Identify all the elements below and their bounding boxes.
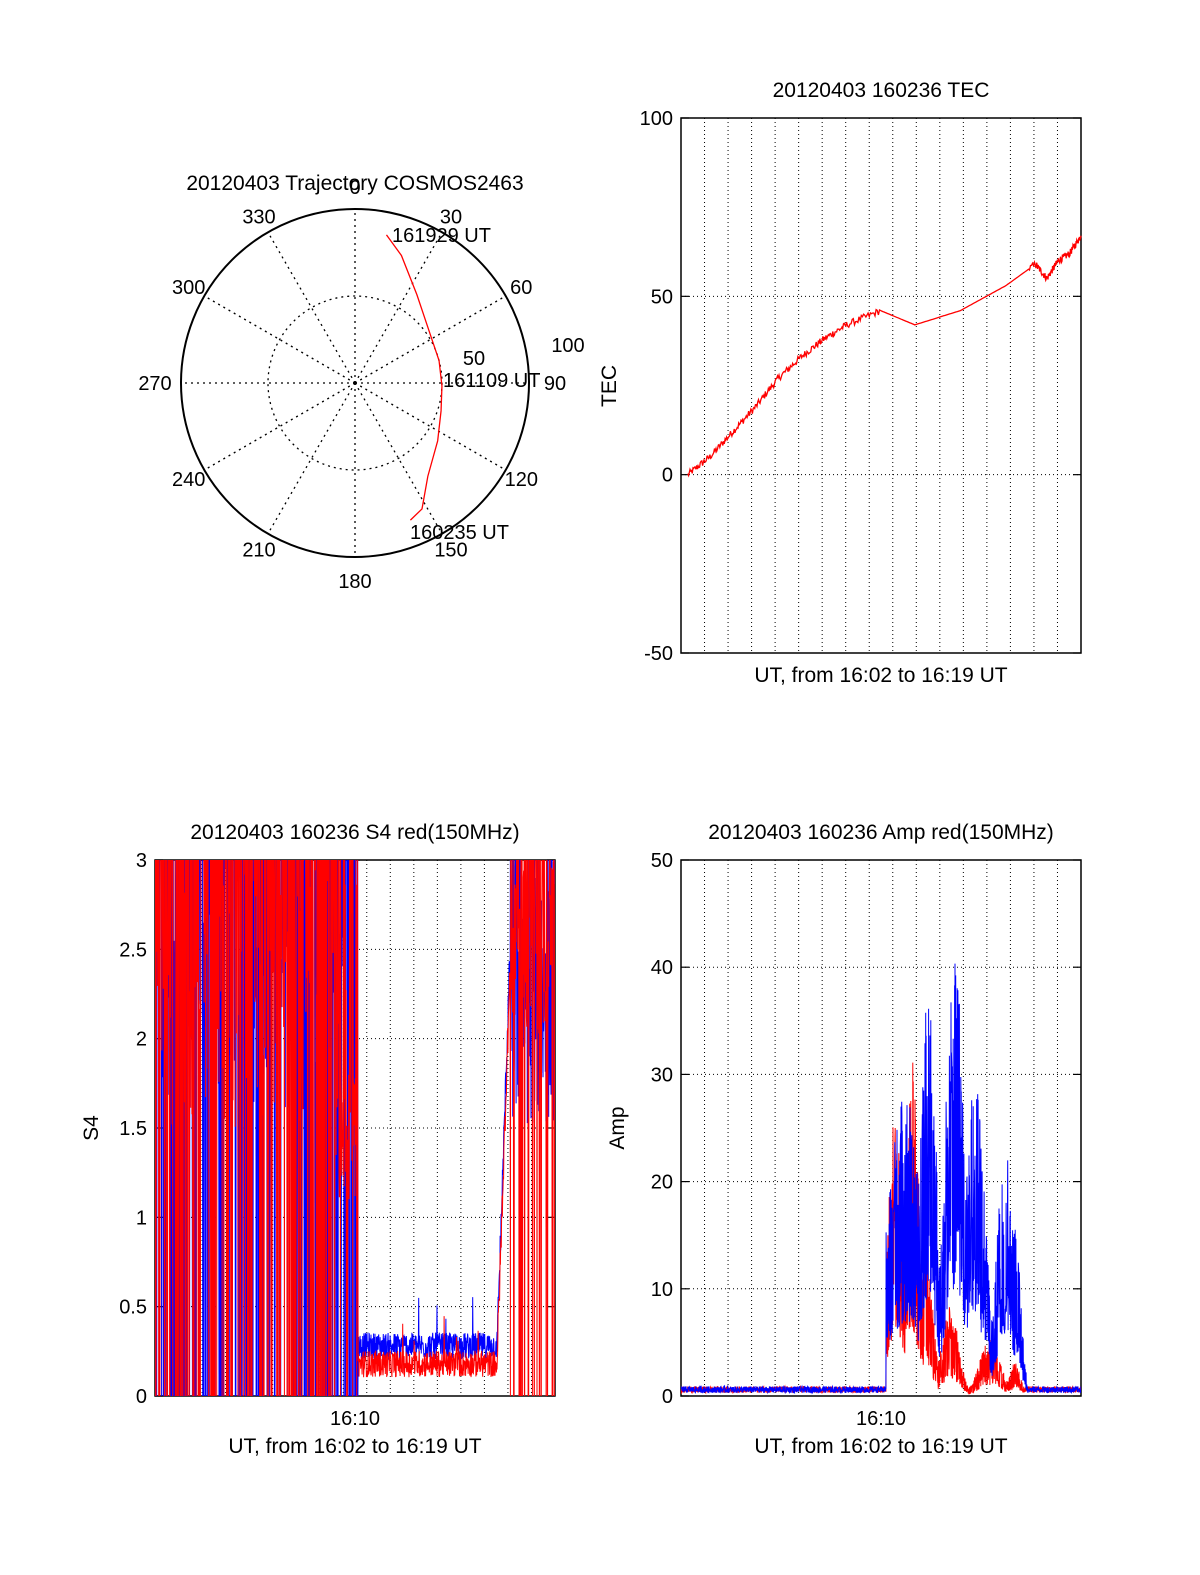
- amp-chart: 20120403 160236 Amp red(150MHz) 0 10 20 30 40…: [606, 821, 1082, 1458]
- y-tick-label: 1.5: [119, 1118, 147, 1140]
- y-tick-label: 0.5: [119, 1297, 147, 1319]
- s4-x-tick-label: 16:10: [330, 1408, 380, 1430]
- s4-series-group: [155, 860, 555, 1396]
- y-tick-label: 2.5: [119, 939, 147, 961]
- s4-xlabel: UT, from 16:02 to 16:19 UT: [228, 1435, 481, 1458]
- polar-angle-label: 270: [138, 373, 171, 395]
- polar-angle-label: 150: [434, 539, 467, 561]
- polar-radial-label: 50: [463, 348, 485, 370]
- polar-title: 20120403 Trajectory COSMOS2463: [186, 172, 523, 195]
- polar-spoke: [354, 382, 443, 535]
- s4-red-series-line: [155, 860, 555, 1396]
- y-tick-label: -50: [644, 643, 673, 665]
- s4-ylabel: S4: [80, 1115, 103, 1141]
- y-tick-label: 20: [651, 1172, 673, 1194]
- y-tick-label: 0: [136, 1386, 147, 1408]
- polar-angle-label: 300: [172, 277, 205, 299]
- polar-spoke: [354, 382, 507, 471]
- polar-annotation: 161929 UT: [392, 225, 491, 247]
- polar-radial-label: 100: [551, 335, 584, 357]
- polar-spoke: [203, 382, 356, 471]
- polar-spoke: [267, 382, 356, 535]
- amp-x-tick-label: 16:10: [856, 1408, 906, 1430]
- s4-chart: 20120403 160236 S4 red(150MHz) 0 0.5 1 1.5 2 2…: [80, 821, 556, 1458]
- amp-blue-series-line: [681, 963, 1081, 1395]
- polar-angle-label: 120: [505, 469, 538, 491]
- s4-title: 20120403 160236 S4 red(150MHz): [190, 821, 519, 844]
- polar-spoke: [203, 295, 356, 384]
- y-tick-label: 40: [651, 957, 673, 979]
- tec-title: 20120403 160236 TEC: [773, 79, 990, 102]
- polar-angle-label: 180: [338, 571, 371, 593]
- polar-angle-label: 240: [172, 469, 205, 491]
- polar-spoke: [354, 231, 443, 384]
- amp-title: 20120403 160236 Amp red(150MHz): [708, 821, 1054, 844]
- polar-angle-label: 90: [544, 373, 566, 395]
- tec-chart: 20120403 160236 TEC -50 0 50 100 UT, from 16:…: [598, 79, 1082, 687]
- plot-frame: [680, 117, 1082, 654]
- polar-spoke: [354, 295, 507, 384]
- y-tick-label: 100: [640, 108, 673, 130]
- tec-xlabel: UT, from 16:02 to 16:19 UT: [754, 664, 1007, 687]
- y-tick-label: 50: [651, 850, 673, 872]
- tec-series-line: [687, 235, 1082, 478]
- polar-angle-label: 30: [440, 207, 462, 229]
- polar-outer-ring: [180, 208, 530, 558]
- amp-xlabel: UT, from 16:02 to 16:19 UT: [754, 1435, 1007, 1458]
- polar-spoke: [267, 231, 356, 384]
- y-tick-label: 0: [662, 1386, 673, 1408]
- y-tick-label: 2: [136, 1029, 147, 1051]
- polar-angle-label: 330: [242, 207, 275, 229]
- y-tick-label: 1: [136, 1207, 147, 1229]
- y-tick-label: 0: [662, 465, 673, 487]
- amp-ylabel: Amp: [606, 1106, 629, 1149]
- polar-annotation: 160235 UT: [410, 522, 509, 544]
- amp-series-group: [681, 963, 1081, 1395]
- polar-trajectory-line: [385, 234, 443, 521]
- y-tick-label: 50: [651, 286, 673, 308]
- y-tick-label: 30: [651, 1064, 673, 1086]
- y-tick-label: 3: [136, 850, 147, 872]
- polar-angle-label: 210: [242, 539, 275, 561]
- polar-angle-label: 60: [510, 277, 532, 299]
- plot-frame: [680, 859, 1082, 1397]
- y-tick-label: 10: [651, 1279, 673, 1301]
- polar-angle-label: 0: [349, 177, 360, 199]
- polar-annotation: 161109 UT: [443, 370, 540, 392]
- tec-ylabel: TEC: [598, 365, 621, 407]
